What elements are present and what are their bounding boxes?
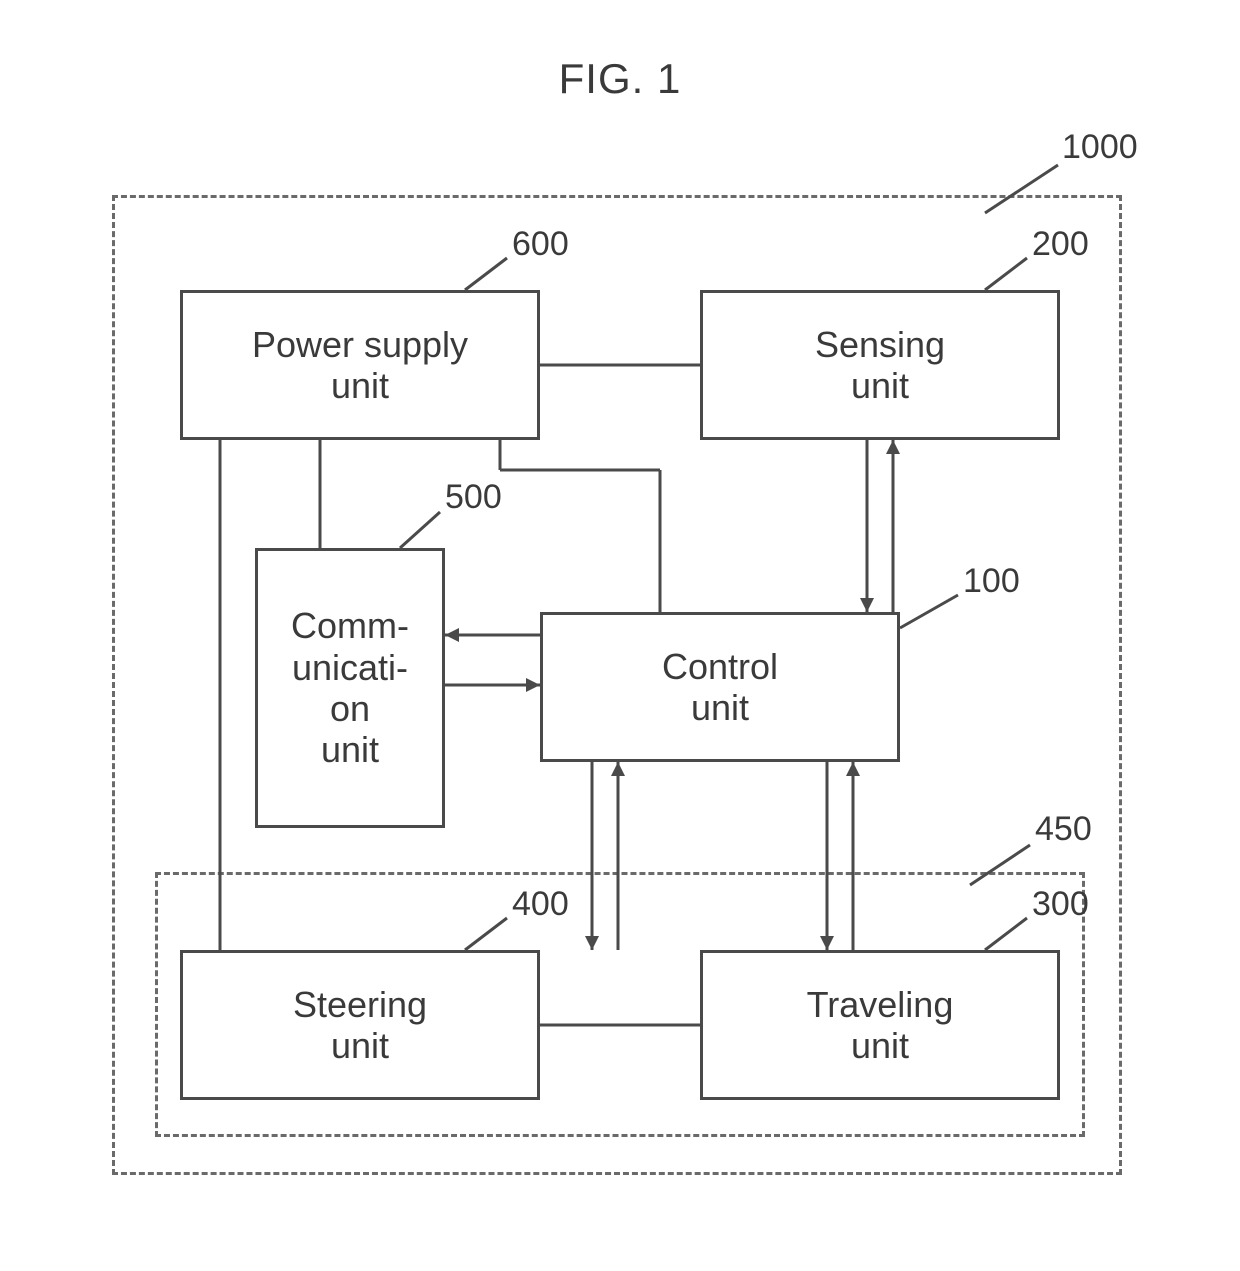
- figure-title: FIG. 1: [0, 55, 1240, 103]
- communication-unit-box: Comm-unicati-onunit: [255, 548, 445, 828]
- ref-1000: 1000: [1062, 128, 1138, 167]
- ref-600: 600: [512, 225, 569, 264]
- control-unit-box: Controlunit: [540, 612, 900, 762]
- sensing-unit-box: Sensingunit: [700, 290, 1060, 440]
- ref-100: 100: [963, 562, 1020, 601]
- ref-400: 400: [512, 885, 569, 924]
- steering-unit-box: Steeringunit: [180, 950, 540, 1100]
- diagram-canvas: FIG. 1 Power supplyunit Sensingunit Comm…: [0, 0, 1240, 1271]
- power-supply-unit-box: Power supplyunit: [180, 290, 540, 440]
- sensing-unit-label: Sensingunit: [815, 324, 945, 407]
- ref-450: 450: [1035, 810, 1092, 849]
- ref-500: 500: [445, 478, 502, 517]
- communication-unit-label: Comm-unicati-onunit: [291, 605, 409, 771]
- ref-200: 200: [1032, 225, 1089, 264]
- control-unit-label: Controlunit: [662, 646, 778, 729]
- ref-300: 300: [1032, 885, 1089, 924]
- steering-unit-label: Steeringunit: [293, 984, 427, 1067]
- traveling-unit-label: Travelingunit: [807, 984, 954, 1067]
- traveling-unit-box: Travelingunit: [700, 950, 1060, 1100]
- power-supply-unit-label: Power supplyunit: [252, 324, 468, 407]
